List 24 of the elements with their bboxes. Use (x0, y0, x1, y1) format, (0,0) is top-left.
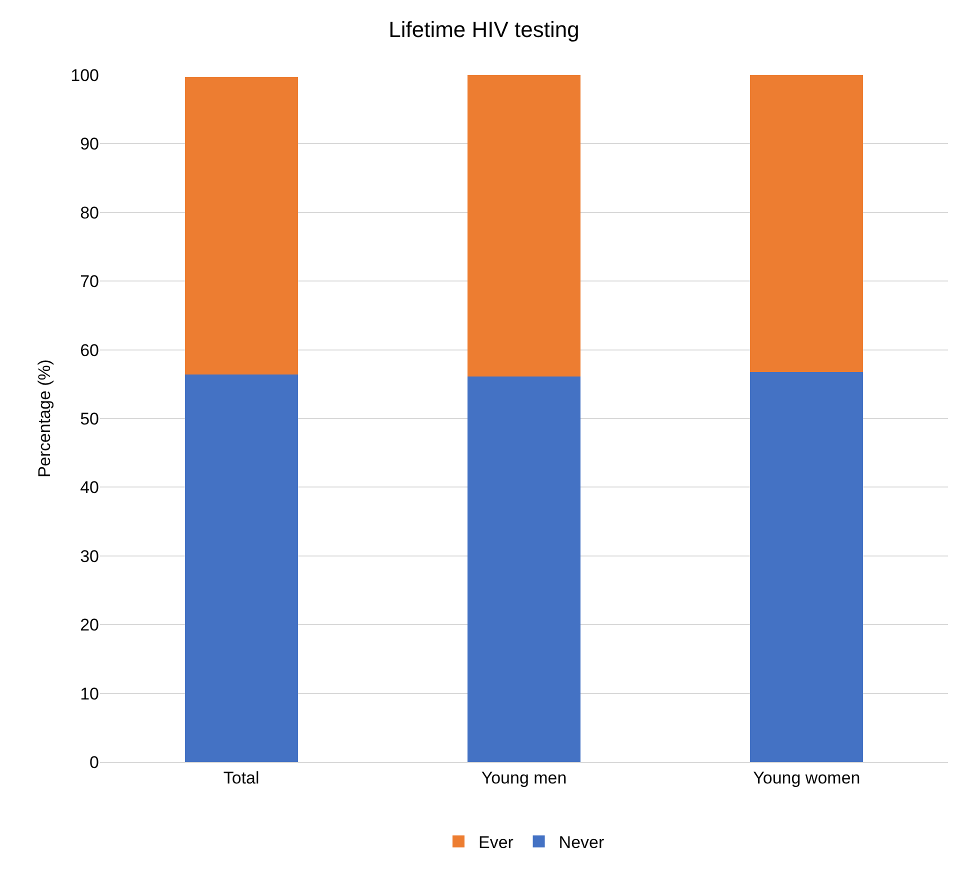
x-tick-label: Total (223, 768, 260, 788)
y-tick-label: 30 (80, 546, 99, 566)
y-tick-label: 40 (80, 478, 99, 498)
y-tick-label: 20 (80, 616, 99, 635)
y-tick-label: 70 (80, 272, 99, 292)
x-tick-label: Young men (481, 768, 567, 788)
bar (467, 75, 581, 377)
bar (467, 376, 581, 762)
y-tick-label: 10 (80, 684, 99, 704)
x-tick-label: Young women (753, 768, 860, 788)
y-tick-label: 80 (80, 203, 99, 222)
y-tick-label: 60 (80, 340, 99, 360)
y-axis-title: Percentage (%) (35, 359, 54, 478)
chart-title: Lifetime HIV testing (388, 17, 580, 42)
y-tick-label: 100 (70, 66, 99, 85)
legend-label: Never (558, 833, 604, 852)
y-tick-label: 90 (80, 134, 99, 154)
y-tick-label: 0 (90, 752, 99, 772)
legend-label: Ever (478, 833, 514, 852)
bar (750, 372, 864, 762)
y-tick-label: 50 (80, 409, 99, 428)
bar (184, 374, 298, 762)
bar (184, 77, 298, 375)
bar (750, 75, 864, 372)
